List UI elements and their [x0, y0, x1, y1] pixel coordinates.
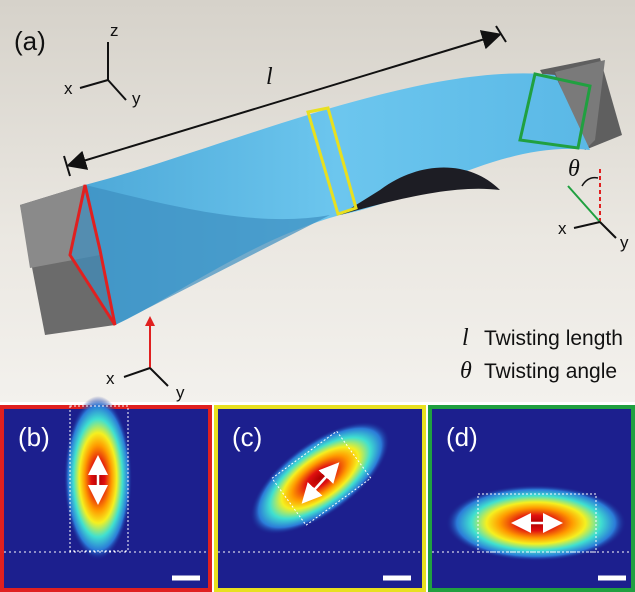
- axis-label: y: [132, 89, 141, 108]
- legend-text: Twisting angle: [484, 360, 617, 383]
- axis-label: x: [558, 219, 567, 238]
- angle-symbol: θ: [568, 156, 580, 182]
- panel-label: (b): [18, 422, 50, 452]
- axis-label: y: [176, 383, 185, 402]
- legend-text: Twisting length: [484, 327, 623, 350]
- panel-label: (d): [446, 422, 478, 452]
- panel-label: (a): [14, 26, 46, 56]
- axis-label: y: [620, 233, 629, 252]
- axis-label: z: [110, 21, 119, 40]
- legend-symbol: θ: [460, 358, 472, 384]
- axis-label: x: [106, 369, 115, 388]
- axis-label: x: [64, 79, 73, 98]
- legend-symbol: l: [462, 325, 469, 351]
- panel-label: (c): [232, 422, 262, 452]
- length-symbol: l: [266, 64, 273, 90]
- figure: (a) z x y l θ x y x y l Twisting length …: [0, 0, 635, 592]
